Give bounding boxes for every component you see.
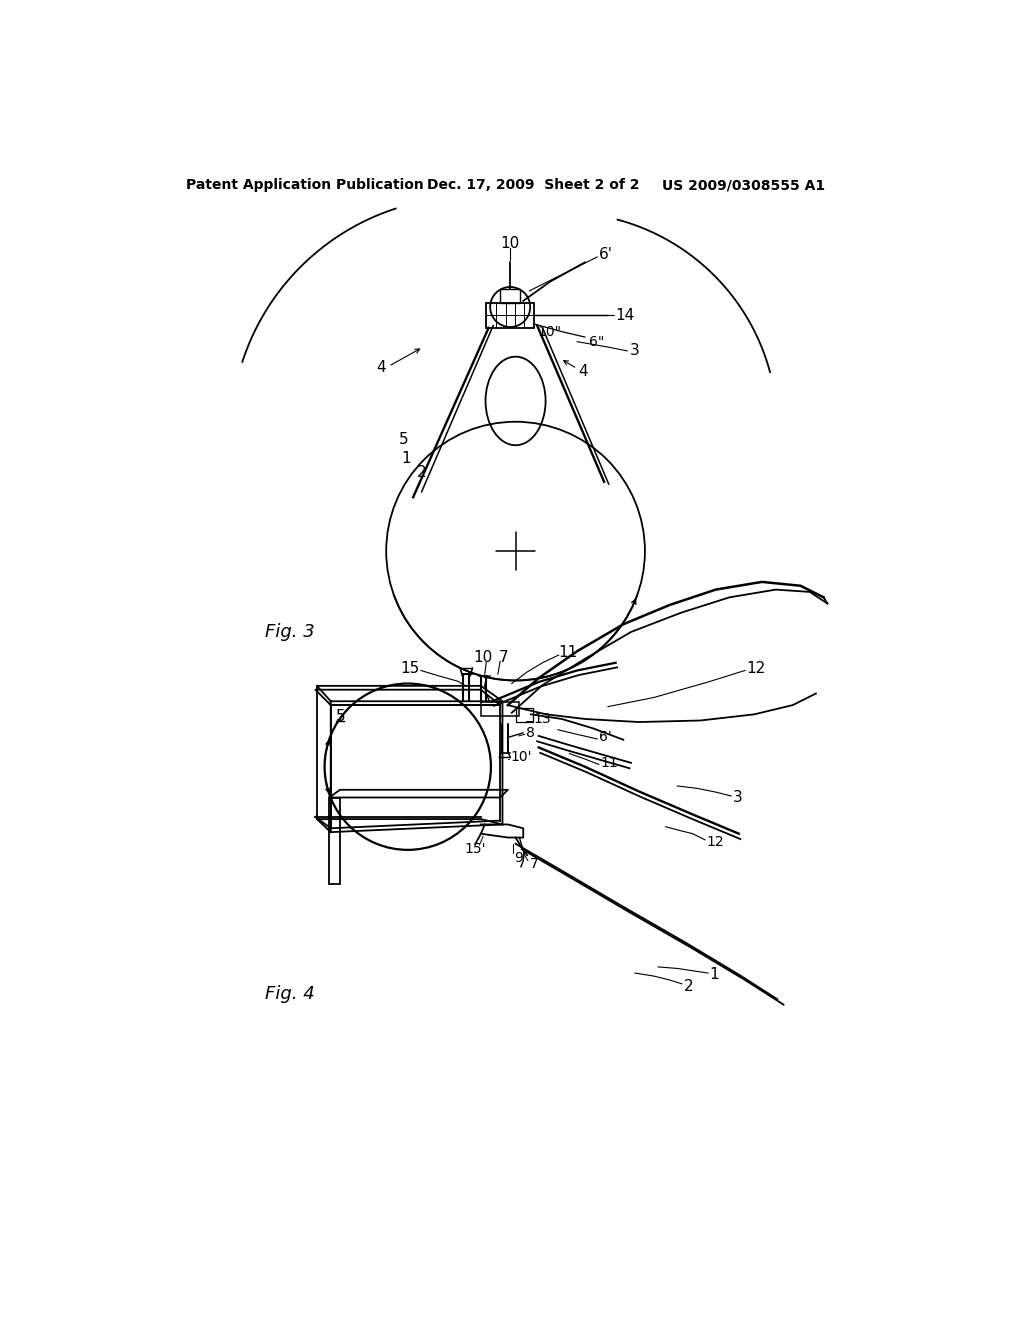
Text: 6': 6'	[599, 730, 611, 744]
Text: 4: 4	[377, 360, 386, 375]
Text: 7: 7	[499, 649, 508, 665]
Text: 3: 3	[733, 789, 742, 805]
Text: 12: 12	[707, 836, 724, 849]
Text: 13: 13	[534, 711, 551, 726]
Text: 1: 1	[401, 451, 412, 466]
Text: 10': 10'	[510, 751, 531, 764]
Text: 10: 10	[473, 649, 493, 665]
Text: 1: 1	[710, 968, 719, 982]
Text: Dec. 17, 2009  Sheet 2 of 2: Dec. 17, 2009 Sheet 2 of 2	[427, 178, 640, 193]
Text: 12: 12	[746, 660, 766, 676]
Text: US 2009/0308555 A1: US 2009/0308555 A1	[662, 178, 825, 193]
Text: 4: 4	[579, 364, 589, 379]
Text: 8: 8	[525, 726, 535, 739]
Text: Patent Application Publication: Patent Application Publication	[186, 178, 424, 193]
Text: 3: 3	[630, 343, 639, 359]
Text: 15: 15	[400, 660, 419, 676]
Text: 5: 5	[336, 709, 346, 725]
Text: 2: 2	[683, 978, 693, 994]
Text: 11: 11	[559, 645, 578, 660]
Text: 6': 6'	[599, 247, 612, 263]
Text: 9: 9	[514, 850, 523, 865]
Text: 14: 14	[615, 308, 635, 323]
Text: 7: 7	[529, 858, 539, 871]
Text: 10: 10	[501, 235, 520, 251]
Text: Fig. 3: Fig. 3	[265, 623, 315, 642]
Text: 2: 2	[417, 465, 427, 480]
Text: 15': 15'	[465, 842, 486, 857]
Text: 5: 5	[398, 432, 409, 447]
Text: Fig. 4: Fig. 4	[265, 985, 315, 1003]
Text: 10": 10"	[538, 325, 561, 339]
Text: 11: 11	[600, 756, 618, 770]
Text: 6": 6"	[589, 335, 604, 348]
